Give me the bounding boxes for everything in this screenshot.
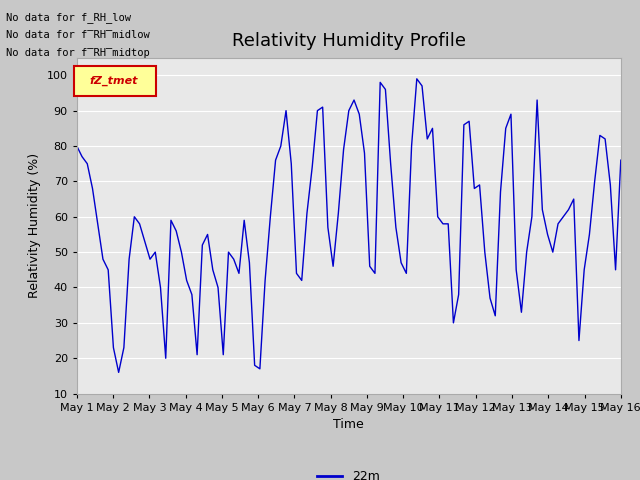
FancyBboxPatch shape	[74, 66, 156, 96]
Text: No data for f̅RH̅midlow: No data for f̅RH̅midlow	[6, 30, 150, 40]
X-axis label: Time: Time	[333, 418, 364, 431]
Text: No data for f_RH_low: No data for f_RH_low	[6, 12, 131, 23]
Legend: 22m: 22m	[312, 465, 385, 480]
Text: fZ_tmet: fZ_tmet	[90, 76, 138, 86]
Text: No data for f̅RH̅midtop: No data for f̅RH̅midtop	[6, 48, 150, 59]
Title: Relativity Humidity Profile: Relativity Humidity Profile	[232, 33, 466, 50]
Y-axis label: Relativity Humidity (%): Relativity Humidity (%)	[28, 153, 41, 298]
